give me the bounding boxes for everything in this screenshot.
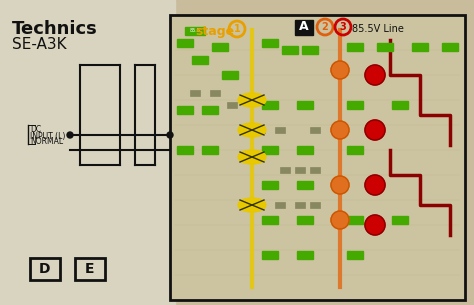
Bar	[275, 127, 285, 133]
Text: Technics: Technics	[12, 20, 98, 38]
Circle shape	[331, 176, 349, 194]
Bar	[302, 46, 318, 54]
Bar	[310, 202, 320, 208]
Bar	[192, 56, 208, 64]
Bar	[412, 43, 428, 51]
Text: DC: DC	[30, 125, 41, 135]
Bar	[190, 90, 200, 96]
Bar	[262, 251, 278, 259]
Ellipse shape	[238, 93, 266, 107]
Bar	[310, 167, 320, 173]
Bar	[297, 216, 313, 224]
Bar	[280, 167, 290, 173]
Bar	[202, 106, 218, 114]
Circle shape	[365, 120, 385, 140]
Bar	[295, 167, 305, 173]
Text: 85.5V Line: 85.5V Line	[352, 24, 404, 34]
Bar	[347, 101, 363, 109]
Bar	[392, 101, 408, 109]
Bar	[377, 43, 393, 51]
Text: E: E	[85, 262, 95, 276]
Bar	[347, 251, 363, 259]
Circle shape	[365, 65, 385, 85]
Bar	[262, 146, 278, 154]
Bar	[262, 39, 278, 47]
Circle shape	[167, 132, 173, 138]
Bar	[0, 0, 175, 305]
Text: D: D	[39, 262, 51, 276]
Text: A: A	[299, 20, 309, 34]
Circle shape	[365, 175, 385, 195]
Bar	[392, 216, 408, 224]
Bar	[185, 27, 205, 35]
Bar	[347, 146, 363, 154]
Bar	[202, 146, 218, 154]
Bar	[347, 216, 363, 224]
Bar	[177, 146, 193, 154]
Bar	[177, 39, 193, 47]
Bar	[262, 181, 278, 189]
Bar	[347, 43, 363, 51]
Circle shape	[365, 215, 385, 235]
Bar	[177, 106, 193, 114]
Ellipse shape	[238, 198, 266, 212]
Bar	[297, 146, 313, 154]
Bar	[282, 46, 298, 54]
Ellipse shape	[238, 150, 266, 164]
Bar	[262, 101, 278, 109]
Text: 1: 1	[234, 24, 240, 34]
Bar	[170, 15, 465, 300]
Circle shape	[331, 121, 349, 139]
Text: 2: 2	[322, 22, 328, 32]
Text: INPUT (L): INPUT (L)	[30, 131, 65, 141]
Bar	[212, 43, 228, 51]
Bar	[255, 127, 265, 133]
Circle shape	[67, 132, 73, 138]
Bar	[210, 90, 220, 96]
Text: 85.5: 85.5	[190, 28, 201, 34]
Circle shape	[331, 61, 349, 79]
Bar	[262, 216, 278, 224]
Bar	[275, 202, 285, 208]
Text: NORMAL: NORMAL	[30, 138, 63, 146]
Bar	[295, 202, 305, 208]
Bar	[310, 127, 320, 133]
Bar	[222, 71, 238, 79]
Bar	[297, 101, 313, 109]
Bar	[442, 43, 458, 51]
Bar	[295, 20, 313, 35]
Circle shape	[331, 211, 349, 229]
Text: 3: 3	[340, 22, 346, 32]
Ellipse shape	[238, 123, 266, 137]
Bar	[75, 258, 105, 280]
Bar	[297, 251, 313, 259]
Bar	[30, 258, 60, 280]
Text: stage: stage	[195, 25, 234, 38]
Text: SE-A3K: SE-A3K	[12, 37, 67, 52]
Bar	[297, 181, 313, 189]
Bar	[227, 102, 237, 108]
